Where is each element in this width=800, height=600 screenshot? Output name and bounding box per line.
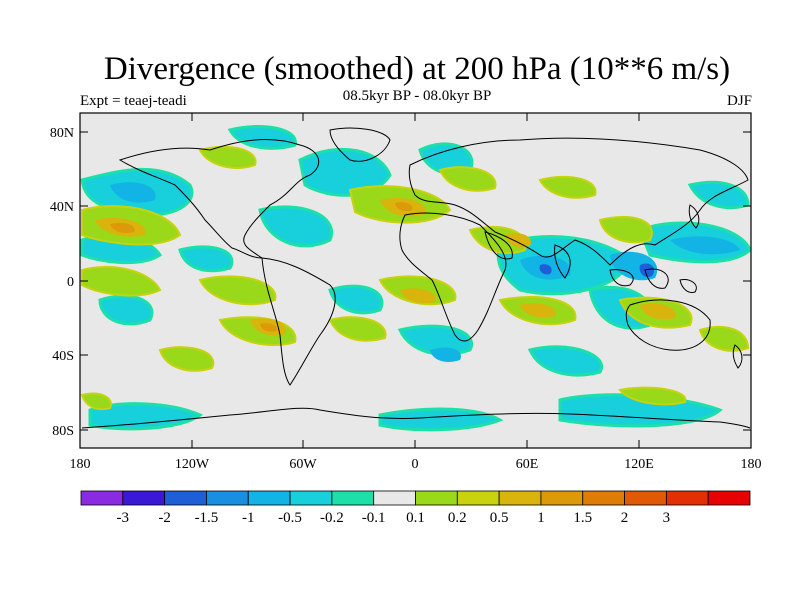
lon-label-60e: 60E <box>516 457 539 472</box>
coastlines <box>81 127 751 429</box>
colorbar-swatch <box>707 490 751 506</box>
colorbar-swatch <box>498 490 542 506</box>
colorbar-swatch <box>289 490 333 506</box>
lon-tick-labels: 180 120W 60W 0 60E 120E 180 <box>70 457 762 472</box>
plot-title: Divergence (smoothed) at 200 hPa (10**6 … <box>103 51 731 87</box>
colorbar-swatch <box>122 490 166 506</box>
lon-label-180e: 180 <box>741 457 762 472</box>
colorbar <box>80 490 751 506</box>
colorbar-swatch <box>456 490 500 506</box>
colorbar-swatch <box>247 490 291 506</box>
colorbar-label: 0.5 <box>490 510 509 526</box>
experiment-label: Expt = teaej-teadi <box>80 93 187 109</box>
lon-label-120w: 120W <box>175 457 210 472</box>
peak-convergence-contours <box>539 263 655 278</box>
colorbar-swatch <box>665 490 709 506</box>
colorbar-swatch <box>164 490 207 506</box>
colorbar-label: 1.5 <box>573 510 592 526</box>
lat-label-equator: 0 <box>67 275 74 290</box>
colorbar-label: 1 <box>537 510 545 526</box>
colorbar-label: -0.2 <box>320 510 344 526</box>
colorbar-label: 3 <box>663 510 671 526</box>
colorbar-label: 2 <box>621 510 629 526</box>
colorbar-label: 0.2 <box>448 510 467 526</box>
lon-tick-marks <box>191 113 640 448</box>
peak-divergence-contours <box>110 202 413 332</box>
lat-label-40s: 40S <box>52 349 74 364</box>
lon-label-60w: 60W <box>289 457 317 472</box>
colorbar-label: -0.5 <box>278 510 302 526</box>
lat-label-80n: 80N <box>50 126 74 141</box>
colorbar-label: -2 <box>158 510 171 526</box>
lon-label-180w: 180 <box>70 457 91 472</box>
colorbar-label: -1 <box>242 510 255 526</box>
colorbar-swatch <box>582 490 625 506</box>
colorbar-label: -3 <box>117 510 130 526</box>
lon-label-120e: 120E <box>624 457 654 472</box>
lat-label-40n: 40N <box>50 200 74 215</box>
colorbar-labels: -3 -2 -1.5 -1 -0.5 -0.2 -0.1 0.1 0.2 0.5 1 1.5 2 3 <box>117 510 671 526</box>
colorbar-swatch <box>373 490 416 506</box>
season-label: DJF <box>726 93 752 109</box>
colorbar-label: -1.5 <box>195 510 219 526</box>
colorbar-swatch <box>80 490 124 506</box>
lon-label-0: 0 <box>412 457 419 472</box>
lat-tick-marks <box>80 131 751 431</box>
colorbar-swatch <box>540 490 584 506</box>
colorbar-swatch <box>331 490 375 506</box>
lat-tick-labels: 80N 40N 0 40S 80S <box>50 126 74 439</box>
colorbar-label: 0.1 <box>406 510 425 526</box>
time-range-subtitle: 08.5kyr BP - 08.0kyr BP <box>342 88 492 104</box>
colorbar-swatch <box>206 490 249 506</box>
colorbar-swatch <box>624 490 667 506</box>
colorbar-swatch <box>415 490 458 506</box>
lat-label-80s: 80S <box>52 424 74 439</box>
colorbar-label: -0.1 <box>362 510 386 526</box>
